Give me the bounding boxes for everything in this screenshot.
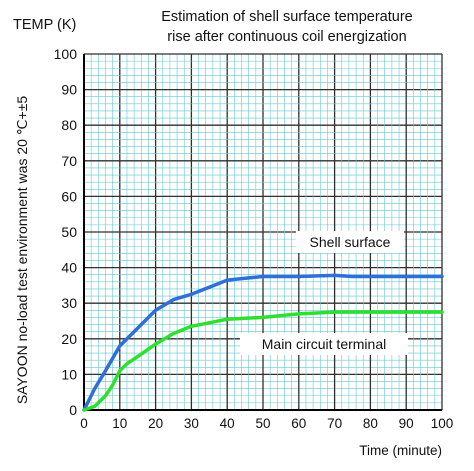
x-tick-label: 40 [220,416,235,431]
x-tick-label: 100 [431,416,454,431]
chart-title-line-1: Estimation of shell surface temperature [161,9,412,25]
y-tick-label: 40 [61,260,77,276]
x-tick-label: 90 [399,416,414,431]
x-tick-label: 20 [148,416,163,431]
y-tick-label: 20 [61,331,77,347]
y-tick-label: 70 [61,153,77,169]
x-tick-label: 80 [363,416,378,431]
y-tick-label: 0 [69,402,77,418]
y-tick-label: 10 [61,366,77,382]
legend-shell-surface: Shell surface [310,234,391,250]
x-tick-labels: 0 10 20 30 40 50 60 70 80 90 100 [80,416,453,431]
series-line-main-circuit-terminal [82,310,444,412]
x-tick-label: 70 [327,416,342,431]
legend-shell-surface-bg [296,231,404,253]
legend-main-circuit-bg [240,333,408,355]
y-tick-label: 60 [61,188,77,204]
x-tick-label: 30 [184,416,199,431]
y-tick-label: 90 [61,82,77,98]
y-tick-label: 30 [61,295,77,311]
y-axis-label: TEMP (K) [13,17,76,33]
y-tick-label: 100 [54,46,78,62]
x-tick-label: 60 [291,416,306,431]
series-lines [82,273,444,412]
x-tick-label: 50 [255,416,270,431]
axes [83,54,442,411]
test-environment-note: SAYOON no-load test environment was 20 ℃… [14,96,30,405]
legend-main-circuit-terminal: Main circuit terminal [262,336,386,352]
y-tick-label: 80 [61,117,77,133]
y-tick-labels: 0 10 20 30 40 50 60 70 80 90 100 [54,46,78,418]
x-axis-label: Time (minute) [359,443,442,458]
series-line-shell-surface [82,273,444,412]
x-tick-label: 10 [112,416,127,431]
x-tick-label: 0 [80,416,88,431]
y-tick-label: 50 [61,224,77,240]
chart-title-line-2: rise after continuous coil energization [167,29,406,45]
